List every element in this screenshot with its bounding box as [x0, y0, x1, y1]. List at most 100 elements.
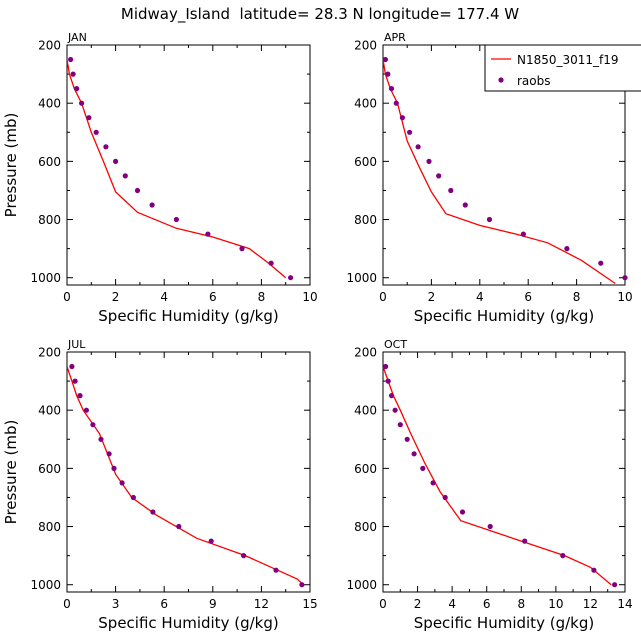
obs-point: [205, 231, 211, 237]
obs-point: [69, 363, 75, 370]
y-tick-label: 600: [38, 155, 61, 169]
obs-point: [385, 378, 391, 384]
x-tick-label: 8: [258, 290, 266, 304]
obs-point: [72, 378, 78, 384]
legend-model-label: N1850_3011_f19: [517, 53, 619, 67]
obs-point: [68, 56, 74, 63]
obs-point: [393, 100, 399, 106]
obs-point: [436, 173, 442, 179]
y-tick-label: 600: [38, 462, 61, 476]
obs-point: [90, 422, 96, 428]
panel-label: JUL: [67, 338, 86, 351]
x-tick-label: 6: [209, 290, 217, 304]
x-axis-label: Specific Humidity (g/kg): [414, 307, 594, 325]
obs-point: [208, 538, 214, 544]
x-axis-label: Specific Humidity (g/kg): [98, 307, 278, 325]
obs-point: [106, 451, 112, 457]
obs-point: [612, 582, 618, 588]
x-tick-label: 4: [160, 290, 168, 304]
obs-point: [299, 582, 305, 588]
x-tick-label: 10: [617, 290, 632, 304]
figure-title: Midway_Island latitude= 28.3 N longitude…: [121, 5, 519, 24]
y-tick-label: 400: [354, 97, 377, 111]
obs-point: [241, 553, 247, 559]
obs-point: [388, 86, 395, 92]
obs-point: [622, 275, 628, 281]
obs-point: [74, 86, 80, 92]
x-tick-label: 0: [63, 597, 71, 611]
obs-point: [176, 523, 182, 530]
legend-obs-label: raobs: [517, 74, 551, 88]
panel-label: APR: [384, 31, 406, 44]
obs-point: [426, 158, 432, 164]
obs-point: [407, 129, 413, 135]
x-tick-label: 8: [573, 290, 581, 304]
obs-point: [111, 465, 117, 471]
obs-point: [522, 538, 528, 544]
obs-point: [273, 567, 279, 573]
y-tick-label: 200: [354, 346, 377, 360]
y-tick-label: 1000: [30, 271, 61, 285]
y-tick-label: 400: [38, 97, 61, 111]
y-axis-label: Pressure (mb): [2, 420, 20, 525]
obs-point: [420, 465, 426, 471]
y-tick-label: 400: [354, 404, 377, 418]
model-line: [67, 366, 304, 586]
x-axis-label: Specific Humidity (g/kg): [98, 614, 278, 632]
x-tick-label: 8: [517, 597, 525, 611]
x-tick-label: 0: [379, 597, 387, 611]
obs-point: [268, 260, 274, 266]
obs-point: [442, 494, 448, 501]
obs-point: [86, 115, 92, 121]
obs-point: [397, 422, 403, 428]
obs-point: [173, 216, 179, 223]
obs-point: [598, 260, 604, 266]
obs-point: [486, 216, 493, 223]
y-tick-label: 200: [38, 346, 61, 360]
obs-point: [130, 494, 136, 501]
obs-point: [564, 246, 570, 252]
obs-point: [487, 523, 493, 530]
x-tick-label: 14: [617, 597, 632, 611]
obs-point: [385, 71, 391, 77]
x-tick-label: 15: [302, 597, 317, 611]
x-tick-label: 0: [379, 290, 387, 304]
panel-label: JAN: [67, 31, 87, 44]
obs-point: [462, 202, 468, 208]
legend-marker-swatch: [498, 77, 504, 83]
obs-point: [70, 71, 76, 77]
obs-point: [430, 480, 436, 486]
obs-point: [399, 115, 405, 121]
x-tick-label: 2: [112, 290, 120, 304]
x-tick-label: 3: [112, 597, 120, 611]
y-tick-label: 200: [354, 39, 377, 53]
y-tick-label: 1000: [346, 271, 377, 285]
x-tick-label: 10: [548, 597, 563, 611]
y-tick-label: 1000: [30, 578, 61, 592]
obs-point: [149, 202, 155, 208]
y-tick-label: 800: [38, 520, 61, 534]
obs-point: [383, 363, 389, 370]
y-tick-label: 800: [354, 213, 377, 227]
obs-point: [150, 509, 156, 515]
x-tick-label: 4: [448, 597, 456, 611]
y-tick-label: 800: [354, 520, 377, 534]
obs-point: [520, 231, 527, 237]
obs-point: [411, 451, 417, 457]
obs-point: [103, 144, 109, 150]
obs-point: [93, 129, 99, 135]
obs-point: [560, 553, 566, 559]
obs-point: [98, 436, 104, 442]
obs-point: [404, 436, 410, 442]
obs-point: [288, 275, 294, 281]
y-tick-label: 200: [38, 39, 61, 53]
obs-point: [122, 173, 128, 179]
x-tick-label: 2: [414, 597, 422, 611]
x-tick-label: 9: [209, 597, 217, 611]
obs-point: [591, 567, 597, 573]
x-tick-label: 6: [524, 290, 532, 304]
y-tick-label: 600: [354, 155, 377, 169]
